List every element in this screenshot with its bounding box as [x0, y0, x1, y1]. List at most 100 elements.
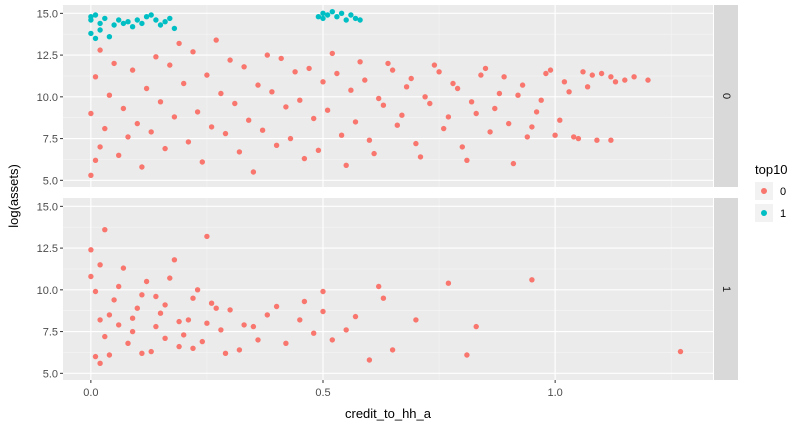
- data-point: [143, 278, 150, 285]
- data-point: [320, 15, 326, 22]
- data-point: [478, 72, 484, 78]
- data-point: [575, 135, 582, 142]
- data-point: [501, 74, 507, 80]
- data-point: [171, 257, 178, 263]
- data-point: [376, 95, 382, 102]
- data-point: [88, 273, 94, 280]
- data-point: [106, 312, 113, 318]
- data-point: [171, 25, 178, 32]
- data-point: [106, 92, 113, 98]
- x-tick-label: 1.0: [547, 387, 562, 399]
- data-point: [357, 59, 363, 65]
- data-point: [264, 52, 270, 58]
- data-point: [343, 162, 349, 168]
- data-point: [129, 328, 136, 335]
- data-point: [561, 79, 568, 85]
- data-point: [129, 24, 136, 30]
- data-point: [385, 60, 391, 67]
- data-point: [259, 127, 266, 133]
- data-point: [338, 132, 345, 138]
- data-point: [181, 332, 187, 338]
- data-point: [139, 164, 145, 170]
- x-tick-label: 0.5: [315, 387, 330, 399]
- data-point: [129, 67, 136, 73]
- data-point: [571, 134, 577, 140]
- data-point: [506, 120, 512, 127]
- data-point: [352, 313, 359, 320]
- data-point: [97, 47, 103, 53]
- legend-key-swatch: [761, 188, 767, 194]
- data-point: [139, 350, 145, 356]
- data-point: [315, 14, 322, 20]
- y-tick-label: 5.0: [43, 368, 58, 380]
- data-point: [176, 40, 182, 47]
- data-point: [255, 82, 261, 88]
- data-point: [320, 288, 326, 295]
- data-point: [167, 15, 173, 22]
- data-point: [320, 10, 326, 16]
- data-point: [557, 117, 563, 123]
- data-point: [208, 124, 215, 130]
- data-point: [88, 30, 94, 37]
- data-point: [134, 17, 140, 23]
- data-point: [408, 75, 414, 82]
- data-point: [246, 117, 252, 123]
- data-point: [92, 74, 99, 80]
- data-point: [120, 20, 127, 27]
- facet-strip-label: 0: [720, 93, 732, 99]
- data-point: [162, 145, 168, 152]
- data-point: [329, 337, 335, 343]
- x-axis-title: credit_to_hh_a: [345, 406, 432, 421]
- data-point: [436, 69, 442, 75]
- data-point: [329, 50, 335, 57]
- data-point: [459, 144, 465, 150]
- data-point: [445, 114, 452, 120]
- data-point: [334, 70, 340, 77]
- data-point: [380, 102, 387, 108]
- data-point: [194, 109, 201, 115]
- data-point: [116, 283, 122, 290]
- data-point: [92, 353, 99, 360]
- data-point: [273, 303, 280, 310]
- data-point: [320, 79, 326, 85]
- data-point: [227, 57, 233, 63]
- data-point: [97, 317, 103, 323]
- data-point: [134, 305, 140, 311]
- data-point: [139, 20, 145, 27]
- y-tick-label: 5.0: [43, 175, 58, 187]
- data-point: [311, 330, 317, 336]
- data-point: [148, 129, 154, 135]
- data-point: [552, 132, 558, 138]
- data-point: [157, 22, 164, 28]
- data-point: [608, 74, 614, 80]
- facet-panel-0: 0: [63, 5, 738, 187]
- data-point: [241, 64, 247, 70]
- data-point: [92, 288, 99, 295]
- facet-strip-label: 1: [720, 286, 732, 292]
- y-tick-label: 10.0: [37, 92, 58, 104]
- data-point: [366, 357, 373, 363]
- data-point: [464, 157, 470, 163]
- data-point: [278, 55, 284, 62]
- facet-strip: [714, 5, 738, 187]
- data-point: [148, 12, 154, 18]
- data-point: [106, 34, 113, 40]
- data-point: [111, 297, 117, 303]
- data-point: [88, 14, 94, 20]
- facet-panels: 01: [63, 5, 738, 380]
- data-point: [181, 80, 187, 87]
- data-point: [171, 114, 178, 120]
- data-point: [417, 154, 424, 160]
- data-point: [153, 17, 159, 23]
- data-point: [389, 67, 396, 73]
- data-point: [287, 135, 294, 142]
- y-tick-label: 12.5: [37, 243, 58, 255]
- data-point: [306, 65, 312, 72]
- data-point: [338, 10, 345, 16]
- data-point: [120, 265, 127, 271]
- data-point: [297, 97, 303, 103]
- legend: top10 0 1: [755, 162, 788, 222]
- data-point: [352, 119, 359, 125]
